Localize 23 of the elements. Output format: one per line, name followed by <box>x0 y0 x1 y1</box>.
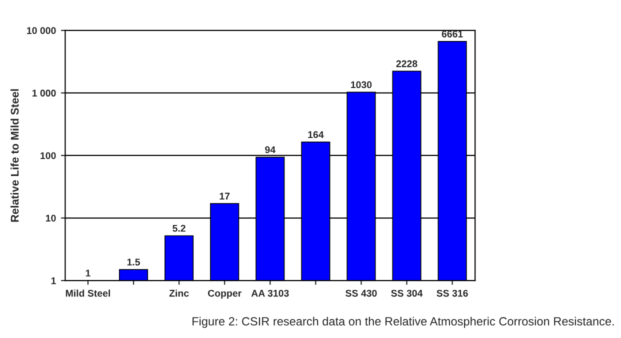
y-tick-label: 10 000 <box>27 27 56 34</box>
data-label: 5.2 <box>172 224 186 232</box>
data-label: 6661 <box>442 30 463 38</box>
data-label: 2228 <box>396 60 418 68</box>
data-label: 1 <box>86 270 90 276</box>
x-tick-label: AA 3103 <box>251 290 289 297</box>
data-label: 164 <box>308 131 324 138</box>
y-tick-label: 1 <box>51 277 56 284</box>
x-tick-label: SS 304 <box>391 290 423 297</box>
x-tick-label: Mild Steel <box>66 290 110 297</box>
y-tick-label: 10 <box>46 214 56 222</box>
x-tick-label: Zinc <box>169 290 189 297</box>
y-axis-title: Relative Life to Mild Steel <box>10 89 19 222</box>
y-tick-label: 1 000 <box>32 90 56 97</box>
x-tick-label: SS 430 <box>346 290 377 297</box>
data-label: 1030 <box>351 81 372 88</box>
data-label: 1.5 <box>127 258 140 266</box>
data-label: 94 <box>265 146 276 154</box>
x-tick-label: SS 316 <box>436 290 468 297</box>
data-label: 17 <box>220 192 230 200</box>
y-tick-label: 100 <box>40 152 56 160</box>
x-tick-label: Copper <box>208 290 242 299</box>
caption: Figure 2: CSIR research data on the Relative Atmospheric Corrosion Resistance. <box>192 316 614 328</box>
